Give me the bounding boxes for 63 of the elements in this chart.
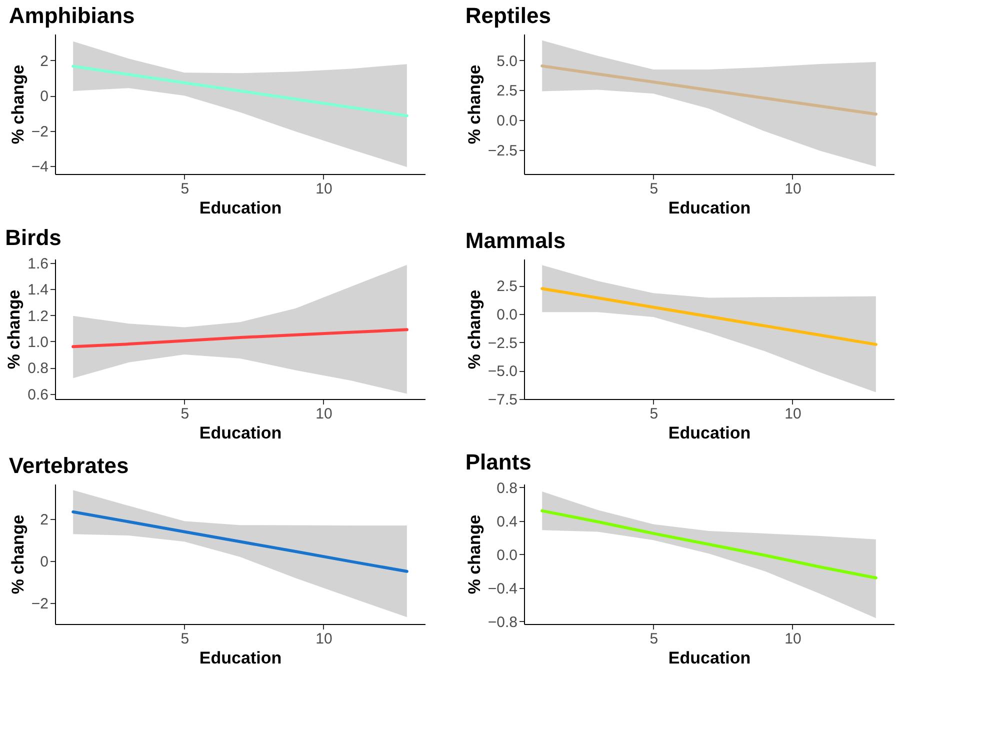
y-tick-label: −4 [31,158,48,176]
y-tick-label: 1.2 [28,308,48,325]
y-tick-label: −2 [31,123,48,140]
y-tick-label: −2.5 [488,334,518,352]
x-axis-title: Education [668,198,751,218]
y-tick-label: 0 [40,554,48,571]
x-tick-label: 5 [650,630,658,648]
y-tick-label: 0.0 [496,306,518,324]
x-tick-label: 10 [784,406,802,422]
y-tick-label: 0.0 [496,112,518,130]
y-tick-label: −5.0 [488,363,518,380]
x-tick-label: 5 [180,180,190,198]
y-tick-label: −0.8 [488,614,518,631]
y-tick-label: 1.0 [28,334,48,351]
y-axis-title: % change [464,514,484,594]
y-tick-label: 5.0 [496,52,518,70]
y-tick-label: 1.4 [28,282,48,299]
y-tick-label: 2.5 [496,82,518,100]
line-series [540,287,878,346]
y-axis-title: % change [4,290,24,370]
x-axis-title: Education [668,648,751,668]
y-axis-title: % change [464,64,484,144]
x-tick-label: 10 [316,630,332,648]
y-tick-label: 0.6 [28,386,48,404]
y-tick-label: 2 [40,52,48,70]
x-tick-label: 10 [316,180,332,198]
x-tick-label: 5 [650,406,658,422]
y-axis-title: % change [8,64,28,144]
chart-title: Plants [465,449,532,474]
x-axis-title: Education [668,424,751,442]
line-series [72,328,408,348]
y-tick-label: 1.6 [28,255,48,272]
chart-title: Birds [5,224,62,250]
line-series [72,64,408,118]
line-series [540,64,878,116]
x-tick-label: 5 [180,630,190,648]
y-axis-title: % change [8,514,28,594]
y-tick-label: 2.5 [496,278,518,296]
y-tick-label: 0 [40,88,48,106]
chart-title: Amphibians [8,3,135,28]
x-tick-label: 10 [784,180,802,198]
y-tick-label: 2 [40,512,48,529]
chart-title: Reptiles [465,3,551,28]
x-axis-title: Education [199,648,282,668]
y-tick-label: 0.4 [496,513,518,530]
y-tick-label: 0.8 [496,480,518,497]
y-tick-label: 0.8 [28,360,48,378]
line-series [72,510,408,573]
line-series [540,509,878,580]
x-axis-title: Education [199,198,282,218]
chart-title: Mammals [465,228,566,253]
x-axis-title: Education [199,424,282,442]
y-tick-label: −0.4 [488,580,518,598]
x-tick-label: 10 [784,630,802,648]
x-tick-label: 5 [650,180,658,198]
x-tick-label: 5 [180,406,190,422]
y-axis-title: % change [464,290,484,370]
y-tick-label: −7.5 [488,392,518,408]
x-tick-label: 10 [316,406,332,422]
y-tick-label: −2.5 [488,142,518,160]
y-tick-label: −2 [31,596,48,613]
chart-title: Vertebrates [8,453,129,478]
y-tick-label: 0.0 [496,546,518,564]
